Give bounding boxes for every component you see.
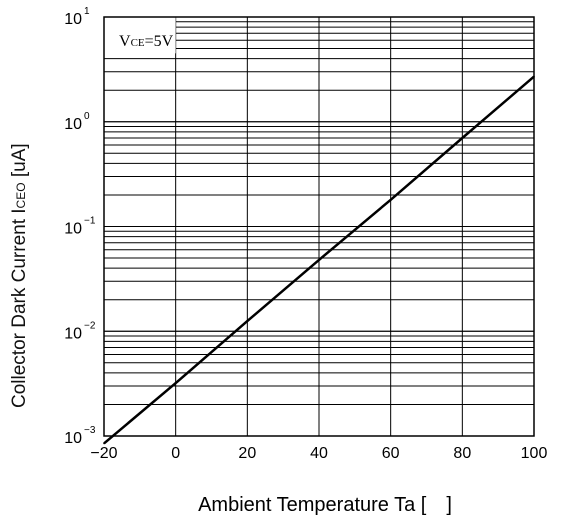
y-tick-base: 10: [64, 221, 82, 238]
data-point: [461, 137, 464, 139]
y-tick-label: 10 −2: [64, 320, 96, 342]
y-axis-label-subscript: CEO: [14, 182, 28, 209]
x-tick-label: 60: [382, 445, 400, 462]
y-tick-label: 10 −3: [64, 425, 96, 447]
y-tick-label: 10 1: [64, 6, 90, 28]
x-axis-label: Ambient Temperature Ta [ ]: [198, 494, 452, 516]
y-tick-label: 10 0: [64, 111, 90, 133]
x-tick-label: 0: [171, 445, 180, 462]
y-tick-label: 10 −1: [64, 216, 96, 238]
y-tick-exponent: 0: [84, 111, 90, 122]
grid: [104, 17, 534, 436]
y-tick-exponent: 1: [84, 6, 90, 17]
data-point: [389, 198, 392, 201]
y-tick-base: 10: [64, 11, 82, 28]
y-tick-exponent: −1: [84, 216, 96, 227]
x-tick-label: −20: [90, 445, 117, 462]
y-axis-label-main: Collector Dark Current I: [9, 208, 30, 408]
annotation-box: VCE=5V: [104, 17, 176, 54]
x-tick-label: 40: [310, 445, 328, 462]
y-axis-label-unit: [uA]: [9, 143, 30, 183]
y-tick-base: 10: [64, 116, 82, 133]
x-tick-labels: −20 0 20 40 60 80 100: [90, 445, 547, 462]
data-point: [318, 259, 320, 261]
x-tick-label: 80: [453, 445, 471, 462]
data-point: [246, 320, 249, 322]
y-tick-base: 10: [64, 430, 82, 447]
y-tick-base: 10: [64, 325, 82, 342]
x-tick-label: 100: [521, 445, 548, 462]
y-tick-exponent: −3: [84, 425, 96, 436]
annotation-text: VCE=5V: [119, 33, 174, 50]
y-tick-exponent: −2: [84, 320, 96, 331]
plot-frame: [103, 16, 535, 437]
data-point: [103, 442, 105, 445]
y-axis-label: Collector Dark Current ICEO [uA]: [9, 143, 31, 408]
data-point: [174, 382, 177, 384]
annotation-background: [104, 17, 176, 54]
x-tick-label: 20: [238, 445, 256, 462]
